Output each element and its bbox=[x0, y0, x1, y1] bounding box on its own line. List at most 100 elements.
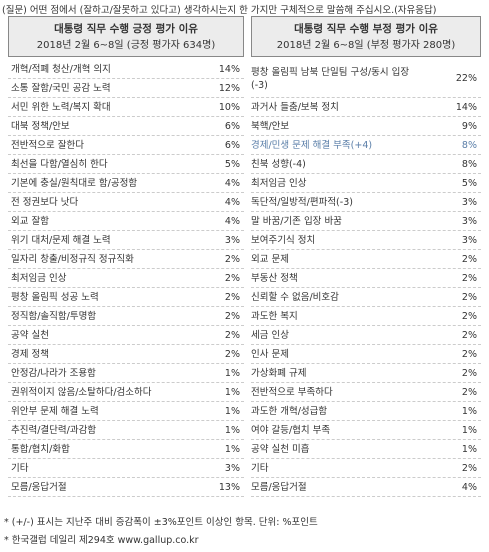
percent-value: 10% bbox=[218, 101, 240, 113]
percent-value: 3% bbox=[461, 196, 477, 208]
table-row: 말 바꿈/기존 입장 바꿈 3% bbox=[251, 212, 481, 231]
reason-label: 안정감/나라가 조용함 bbox=[11, 367, 96, 379]
reason-label: 대북 정책/안보 bbox=[11, 120, 70, 132]
percent-value: 2% bbox=[461, 253, 477, 265]
positive-table: 대통령 직무 수행 긍정 평가 이유 2018년 2월 6~8일 (긍정 평가자… bbox=[8, 16, 244, 497]
percent-value: 2% bbox=[461, 386, 477, 398]
percent-value: 2% bbox=[224, 329, 240, 341]
table-row: 대북 정책/안보 6% bbox=[8, 117, 244, 136]
table-row: 기본에 충실/원칙대로 함/공정함 4% bbox=[8, 174, 244, 193]
table-header: 대통령 직무 수행 긍정 평가 이유 2018년 2월 6~8일 (긍정 평가자… bbox=[8, 16, 244, 57]
percent-value: 2% bbox=[461, 272, 477, 284]
table-row: 북핵/안보 9% bbox=[251, 117, 481, 136]
reason-label: 말 바꿈/기존 입장 바꿈 bbox=[251, 215, 342, 227]
reason-label: 위기 대처/문제 해결 노력 bbox=[11, 234, 111, 246]
table-body: 평창 올림픽 남북 단일팀 구성/동시 입장 (-3) 22% 과거사 들춤/보복 … bbox=[251, 60, 481, 497]
reason-label: 기타 bbox=[251, 462, 269, 474]
table-subtitle: 2018년 2월 6~8일 (긍정 평가자 634명) bbox=[36, 40, 216, 51]
percent-value: 14% bbox=[218, 63, 240, 75]
table-header: 대통령 직무 수행 부정 평가 이유 2018년 2월 6~8일 (부정 평가자… bbox=[251, 16, 481, 57]
reason-label: 과도한 복지 bbox=[251, 310, 298, 322]
percent-value: 5% bbox=[224, 158, 240, 170]
percent-value: 13% bbox=[218, 481, 240, 493]
reason-label: 공약 실천 bbox=[11, 329, 49, 341]
percent-value: 12% bbox=[218, 82, 240, 94]
reason-label: 신뢰할 수 없음/비호감 bbox=[251, 291, 339, 303]
negative-table: 대통령 직무 수행 부정 평가 이유 2018년 2월 6~8일 (부정 평가자… bbox=[251, 16, 481, 497]
table-title: 대통령 직무 수행 긍정 평가 이유 bbox=[54, 23, 198, 35]
reason-label: 최선을 다함/열심히 한다 bbox=[11, 158, 108, 170]
reason-label: 가상화폐 규제 bbox=[251, 367, 307, 379]
percent-value: 6% bbox=[224, 120, 240, 132]
table-row: 신뢰할 수 없음/비호감 2% bbox=[251, 288, 481, 307]
table-row: 과도한 개혁/성급함 1% bbox=[251, 402, 481, 421]
percent-value: 2% bbox=[461, 348, 477, 360]
percent-value: 2% bbox=[461, 329, 477, 341]
reason-label: 추진력/결단력/과감함 bbox=[11, 424, 97, 436]
reason-label: 정직함/솔직함/투명함 bbox=[11, 310, 97, 322]
table-row: 여야 갈등/협치 부족 1% bbox=[251, 421, 481, 440]
table-row: 공약 실천 2% bbox=[8, 326, 244, 345]
reason-label: 경제/민생 문제 해결 부족(+4) bbox=[251, 139, 373, 151]
percent-value: 2% bbox=[224, 253, 240, 265]
percent-value: 2% bbox=[461, 462, 477, 474]
reason-label: 기타 bbox=[11, 462, 29, 474]
reason-label: 개혁/적폐 청산/개혁 의지 bbox=[11, 63, 111, 75]
percent-value: 1% bbox=[224, 443, 240, 455]
table-row: 최저임금 인상 5% bbox=[251, 174, 481, 193]
reason-label: 여야 갈등/협치 부족 bbox=[251, 424, 331, 436]
reason-label: 세금 인상 bbox=[251, 329, 289, 341]
reason-label: 외교 잘함 bbox=[11, 215, 49, 227]
percent-value: 6% bbox=[224, 139, 240, 151]
table-row: 평창 올림픽 남북 단일팀 구성/동시 입장 (-3) 22% bbox=[251, 60, 481, 98]
table-row: 위안부 문제 해결 노력 1% bbox=[8, 402, 244, 421]
table-row: 외교 문제 2% bbox=[251, 250, 481, 269]
reason-label: 권위적이지 않음/소탈하다/검소하다 bbox=[11, 386, 152, 398]
reason-label: 통합/협치/화합 bbox=[11, 443, 70, 455]
reason-label: 인사 문제 bbox=[251, 348, 289, 360]
table-body: 개혁/적폐 청산/개혁 의지 14% 소통 잘함/국민 공감 노력 12% 서민 위한 … bbox=[8, 60, 244, 497]
table-row: 추진력/결단력/과감함 1% bbox=[8, 421, 244, 440]
reason-label: 기본에 충실/원칙대로 함/공정함 bbox=[11, 177, 138, 189]
percent-value: 2% bbox=[224, 291, 240, 303]
percent-value: 1% bbox=[461, 405, 477, 417]
percent-value: 3% bbox=[224, 462, 240, 474]
percent-value: 3% bbox=[461, 234, 477, 246]
table-row: 세금 인상 2% bbox=[251, 326, 481, 345]
reason-label: 최저임금 인상 bbox=[251, 177, 307, 189]
table-row: 정직함/솔직함/투명함 2% bbox=[8, 307, 244, 326]
table-row: 기타 2% bbox=[251, 459, 481, 478]
table-subtitle: 2018년 2월 6~8일 (부정 평가자 280명) bbox=[276, 40, 456, 51]
percent-value: 8% bbox=[461, 139, 477, 151]
reason-label: 모름/응답거절 bbox=[11, 481, 67, 493]
table-row: 일자리 창출/비정규직 정규직화 2% bbox=[8, 250, 244, 269]
percent-value: 2% bbox=[224, 348, 240, 360]
percent-value: 2% bbox=[461, 291, 477, 303]
question: (질문) 어떤 점에서 (잘하고/잘못하고 있다고) 생각하시는지 한 가지만 … bbox=[2, 5, 437, 16]
table-row: 과거사 들춤/보복 정치 14% bbox=[251, 98, 481, 117]
reason-label: 전 정권보다 낫다 bbox=[11, 196, 79, 208]
table-row: 서민 위한 노력/복지 확대 10% bbox=[8, 98, 244, 117]
table-row: 평창 올림픽 성공 노력 2% bbox=[8, 288, 244, 307]
table-row: 보여주기식 정치 3% bbox=[251, 231, 481, 250]
table-row: 공약 실천 미흡 1% bbox=[251, 440, 481, 459]
footnote: * 한국갤럽 데일리 제294호 www.gallup.co.kr bbox=[4, 535, 199, 546]
table-row: 최선을 다함/열심히 한다 5% bbox=[8, 155, 244, 174]
percent-value: 2% bbox=[224, 272, 240, 284]
table-row: 외교 잘함 4% bbox=[8, 212, 244, 231]
table-row: 전 정권보다 낫다 4% bbox=[8, 193, 244, 212]
percent-value: 1% bbox=[224, 405, 240, 417]
reason-label: 외교 문제 bbox=[251, 253, 289, 265]
percent-value: 1% bbox=[224, 386, 240, 398]
percent-value: 9% bbox=[461, 120, 477, 132]
table-row: 전반적으로 부족하다 2% bbox=[251, 383, 481, 402]
reason-label: 독단적/일방적/편파적(-3) bbox=[251, 196, 353, 208]
percent-value: 1% bbox=[461, 424, 477, 436]
reason-label: 공약 실천 미흡 bbox=[251, 443, 310, 455]
percent-value: 22% bbox=[455, 73, 477, 84]
reason-label: 모름/응답거절 bbox=[251, 481, 307, 493]
percent-value: 14% bbox=[455, 101, 477, 113]
table-row: 최저임금 인상 2% bbox=[8, 269, 244, 288]
reason-label: 일자리 창출/비정규직 정규직화 bbox=[11, 253, 134, 265]
reason-label: 보여주기식 정치 bbox=[251, 234, 316, 246]
